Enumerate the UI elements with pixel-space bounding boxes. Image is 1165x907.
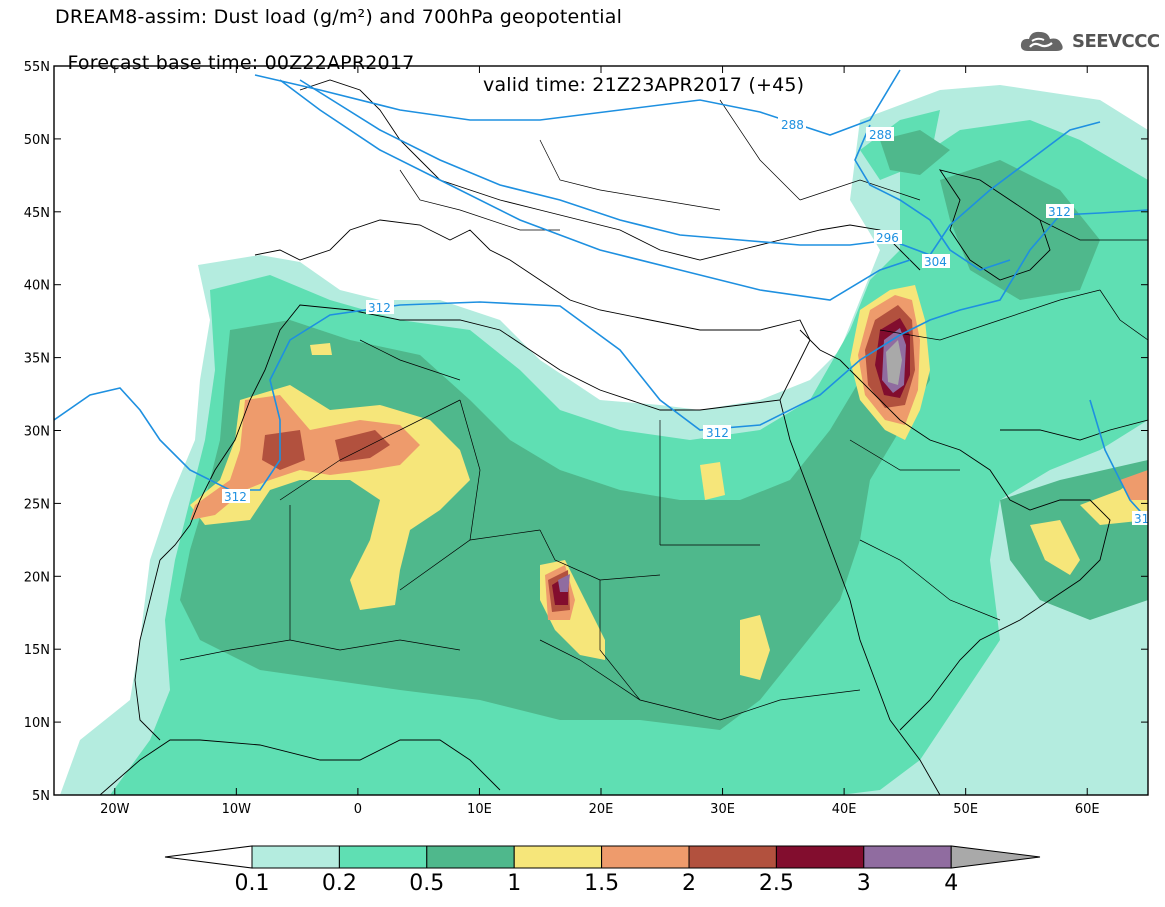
cloud-icon [1020, 31, 1063, 51]
valid-time: valid time: 21Z23APR2017 (+45) [483, 74, 805, 96]
lat-tick-label: 50N [24, 133, 50, 148]
lon-tick-label: 60E [1075, 802, 1100, 817]
contour-label: 312 [368, 301, 391, 315]
lon-tick-label: 30E [710, 802, 735, 817]
colorbar-level-label: 2 [682, 871, 696, 896]
contour-label: 288 [781, 118, 804, 132]
colorbar-segment [863, 845, 952, 869]
axis-ticks [54, 65, 1148, 796]
lat-tick-label: 40N [24, 279, 50, 294]
lon-tick-label: 0 [354, 802, 362, 817]
colorbar-segment [601, 845, 690, 869]
contour-label: 296 [876, 231, 899, 245]
colorbar-level-label: 0.1 [235, 871, 270, 896]
forecast-base-time: Forecast base time: 00Z22APR2017 [67, 52, 415, 74]
lon-tick-label: 20E [589, 802, 614, 817]
contour-label: 312 [706, 426, 729, 440]
lat-tick-label: 55N [24, 60, 50, 75]
contour-label: 304 [924, 255, 947, 269]
lon-tick-label: 10W [222, 802, 252, 817]
lat-tick-label: 25N [24, 497, 50, 512]
lon-tick-label: 50E [953, 802, 978, 817]
dust-field-4 [886, 340, 902, 385]
lon-tick-label: 10E [467, 802, 492, 817]
seevccc-logo: SEEVCCC [1018, 26, 1160, 56]
colorbar-level-label: 1.5 [584, 871, 619, 896]
lon-tick-label: 40E [832, 802, 857, 817]
country-borders [179, 99, 1148, 721]
lat-tick-label: 5N [32, 789, 50, 804]
contour-label: 312 [1048, 205, 1071, 219]
logo-text: SEEVCCC [1072, 30, 1160, 52]
colorbar-level-label: 4 [944, 871, 958, 896]
colorbar: 0.1 0.2 0.5 1 1.5 2 2.5 3 4 [164, 845, 1041, 896]
contour-label: 312 [224, 490, 247, 504]
colorbar-segment [513, 845, 603, 869]
colorbar-segment [426, 845, 515, 869]
lat-tick-label: 15N [24, 643, 50, 658]
map-title: DREAM8-assim: Dust load (g/m²) and 700hP… [55, 6, 623, 28]
colorbar-level-label: 0.5 [409, 871, 444, 896]
lat-tick-label: 35N [24, 352, 50, 367]
lat-tick-labels: 55N 50N 45N 40N 35N 30N 25N 20N 15N 10N 5N [24, 60, 50, 804]
coastlines [99, 79, 1148, 795]
geopotential-contours [54, 69, 1148, 521]
colorbar-segment [775, 845, 865, 869]
colorbar-level-label: 2.5 [759, 871, 794, 896]
map-subtitle: Forecast base time: 00Z22APR2017 valid t… [55, 30, 804, 96]
lat-tick-label: 20N [24, 570, 50, 585]
lat-tick-label: 30N [24, 425, 50, 440]
lat-tick-label: 45N [24, 206, 50, 221]
colorbar-segment [251, 845, 340, 869]
contour-labels: 288 288 296 304 312 312 312 312 312 [222, 117, 1157, 526]
colorbar-over-arrow [950, 845, 1041, 869]
colorbar-segment [338, 845, 428, 869]
colorbar-level-label: 0.2 [322, 871, 357, 896]
colorbar-level-label: 1 [507, 871, 521, 896]
lat-tick-label: 10N [24, 716, 50, 731]
colorbar-level-label: 3 [857, 871, 871, 896]
colorbar-under-arrow [164, 845, 253, 869]
lon-tick-label: 20W [100, 802, 130, 817]
contour-label: 312 [1134, 512, 1157, 526]
lon-tick-labels: 20W 10W 0 10E 20E 30E 40E 50E 60E [100, 802, 1100, 817]
colorbar-segment [688, 845, 777, 869]
contour-label: 288 [869, 128, 892, 142]
